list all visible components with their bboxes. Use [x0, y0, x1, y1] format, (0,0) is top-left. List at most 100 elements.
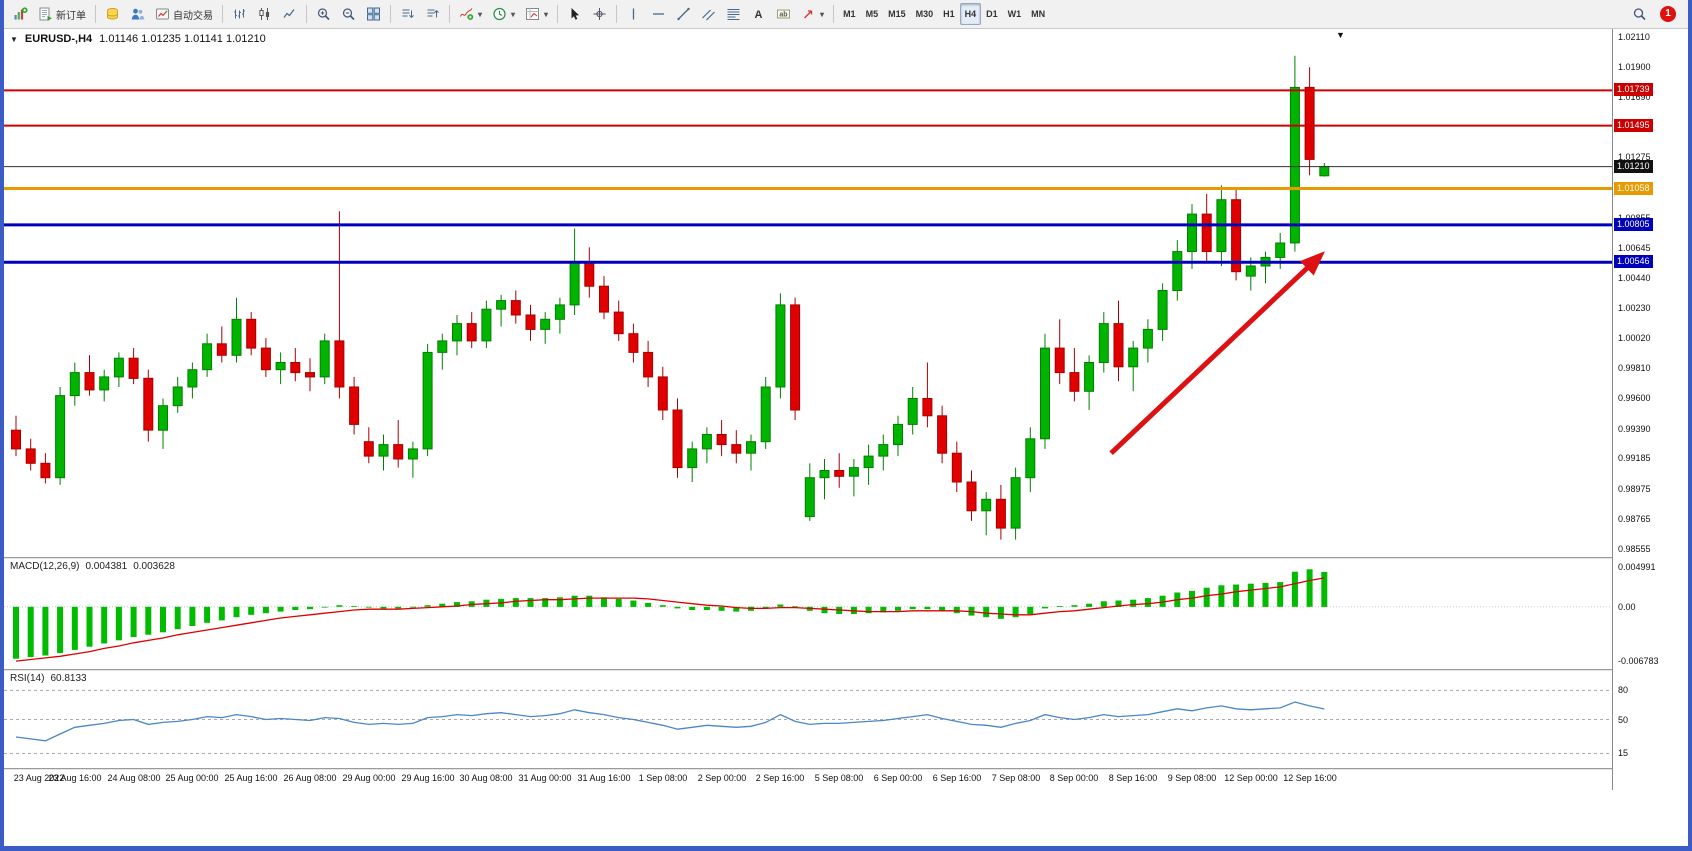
chart-area[interactable]: ▼ EURUSD-,H4 1.01146 1.01235 1.01141 1.0…: [4, 29, 1688, 846]
price-tick-label: 0.99600: [1618, 393, 1651, 403]
panel-divider[interactable]: [4, 669, 1688, 671]
tf-m1-label: M1: [843, 9, 856, 19]
bar-chart-mode-button[interactable]: [227, 3, 252, 25]
tf-d1-button[interactable]: D1: [981, 3, 1003, 25]
macd-header: MACD(12,26,9) 0.004381 0.003628: [10, 561, 175, 572]
rsi-header: RSI(14) 60.8133: [10, 673, 87, 684]
new-chart-button[interactable]: [8, 3, 33, 25]
price-tick-label: 1.01900: [1618, 62, 1651, 72]
toolbar-separator: [616, 5, 618, 23]
indicators-icon: [459, 7, 474, 21]
chart-menu-icon[interactable]: ▼: [10, 34, 18, 44]
trendline-button[interactable]: [671, 3, 696, 25]
tf-m15-button[interactable]: M15: [883, 3, 911, 25]
trendline-icon: [676, 7, 691, 21]
community-button[interactable]: [125, 3, 150, 25]
price-chart-canvas[interactable]: [4, 29, 1612, 557]
macd-canvas[interactable]: [4, 559, 1612, 669]
time-label: 2 Sep 16:00: [755, 773, 805, 783]
price-tick-label: 1.01275: [1618, 152, 1651, 162]
cursor-button[interactable]: [562, 3, 587, 25]
toolbar-separator: [557, 5, 559, 23]
macd-panel[interactable]: MACD(12,26,9) 0.004381 0.003628: [4, 559, 1612, 669]
svg-text:ab: ab: [779, 12, 787, 19]
rsi-canvas[interactable]: [4, 671, 1612, 768]
candlestick-icon: [257, 7, 272, 21]
tf-d1-label: D1: [986, 9, 998, 19]
text-icon: A: [751, 7, 766, 21]
notifications-badge[interactable]: 1: [1660, 6, 1676, 22]
time-label: 6 Sep 00:00: [873, 773, 923, 783]
macd-value-signal: 0.003628: [133, 561, 175, 572]
zoom-in-button[interactable]: [311, 3, 336, 25]
tf-h1-button[interactable]: H1: [938, 3, 960, 25]
templates-button[interactable]: ▾: [520, 3, 553, 25]
price-badge: 1.01210: [1614, 160, 1653, 173]
channel-icon: [701, 7, 716, 21]
tf-m1-button[interactable]: M1: [838, 3, 861, 25]
line-chart-mode-button[interactable]: [277, 3, 302, 25]
vertical-line-button[interactable]: [621, 3, 646, 25]
price-axis[interactable]: 1.021101.019001.016901.012751.008551.006…: [1612, 29, 1688, 790]
price-tick-label: 1.00230: [1618, 303, 1651, 313]
time-label: 30 Aug 08:00: [459, 773, 513, 783]
tf-h4-button[interactable]: H4: [959, 3, 982, 25]
rsi-tick-label: 50: [1618, 715, 1629, 725]
channel-button[interactable]: [696, 3, 721, 25]
fibonacci-button[interactable]: [721, 3, 746, 25]
new-order-button[interactable]: 新订单: [33, 3, 91, 25]
panel-divider[interactable]: [4, 768, 1688, 770]
fibonacci-icon: [726, 7, 741, 21]
time-label: 23 Aug 16:00: [48, 773, 102, 783]
chart-header: ▼ EURUSD-,H4 1.01146 1.01235 1.01141 1.0…: [10, 33, 266, 45]
text-label-button[interactable]: ab: [771, 3, 796, 25]
arrange-windows-button[interactable]: [395, 3, 420, 25]
dropdown-caret-icon: ▾: [478, 9, 483, 19]
algo-trading-button[interactable]: 自动交易: [150, 3, 218, 25]
rsi-panel[interactable]: RSI(14) 60.8133: [4, 671, 1612, 768]
tf-mn-button[interactable]: MN: [1026, 3, 1050, 25]
market-button[interactable]: [100, 3, 125, 25]
toolbar-separator: [222, 5, 223, 23]
time-label: 2 Sep 00:00: [697, 773, 747, 783]
toolbar-separator: [306, 5, 307, 23]
cascade-windows-button[interactable]: [420, 3, 445, 25]
tf-m5-label: M5: [865, 9, 879, 19]
zoom-out-button[interactable]: [336, 3, 361, 25]
arrows-button[interactable]: ▾: [796, 3, 829, 25]
tf-w1-button[interactable]: W1: [1003, 3, 1027, 25]
horizontal-line-button[interactable]: [646, 3, 671, 25]
panel-divider[interactable]: [4, 557, 1688, 559]
tile-windows-button[interactable]: [361, 3, 386, 25]
time-label: 31 Aug 00:00: [518, 773, 572, 783]
price-tick-label: 1.00440: [1618, 273, 1651, 283]
toolbar-right: 1: [1627, 3, 1684, 25]
tf-m30-button[interactable]: M30: [911, 3, 939, 25]
price-tick-label: 1.01690: [1618, 92, 1651, 102]
time-label: 7 Sep 08:00: [991, 773, 1041, 783]
horizontal-line-icon: [651, 7, 666, 21]
chart-shift-marker-icon[interactable]: ▼: [1336, 30, 1345, 40]
time-label: 6 Sep 16:00: [932, 773, 982, 783]
time-label: 26 Aug 08:00: [283, 773, 337, 783]
time-label: 29 Aug 16:00: [401, 773, 455, 783]
periods-button[interactable]: ▾: [487, 3, 520, 25]
templates-icon: [525, 7, 540, 21]
cascade-windows-icon: [425, 7, 440, 21]
algo-trading-icon: [155, 7, 170, 21]
macd-tick-label: 0.00: [1618, 602, 1636, 612]
market-icon: [105, 7, 120, 21]
crosshair-button[interactable]: [587, 3, 612, 25]
text-button[interactable]: A: [746, 3, 771, 25]
time-axis[interactable]: 23 Aug 2022 23 Aug 16:00 24 Aug 08:00 25 Au…: [4, 770, 1612, 790]
candlestick-mode-button[interactable]: [252, 3, 277, 25]
search-button[interactable]: [1627, 3, 1652, 25]
tf-m5-button[interactable]: M5: [861, 3, 884, 25]
indicators-button[interactable]: ▾: [454, 3, 487, 25]
tf-h1-label: H1: [943, 9, 955, 19]
time-label: 25 Aug 00:00: [165, 773, 219, 783]
price-chart-panel[interactable]: ▼ EURUSD-,H4 1.01146 1.01235 1.01141 1.0…: [4, 29, 1612, 557]
chart-symbol-title: EURUSD-,H4: [24, 33, 93, 45]
tf-w1-label: W1: [1007, 9, 1022, 19]
